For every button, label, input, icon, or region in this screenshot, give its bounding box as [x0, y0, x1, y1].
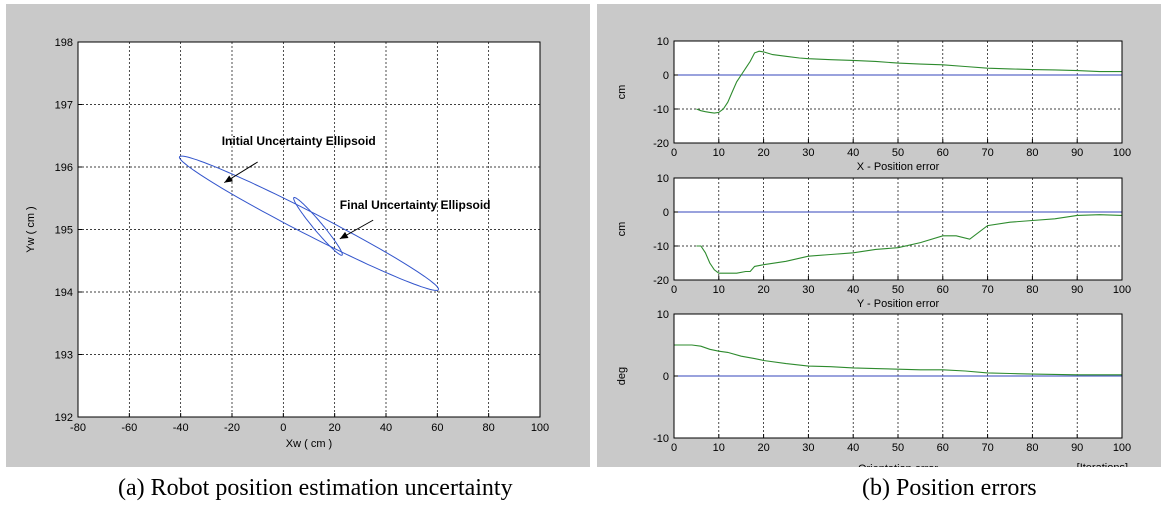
y-tick-label: -10	[653, 104, 669, 116]
x-tick-label: 70	[981, 284, 993, 296]
uncertainty-panel: -80 -60 -40 -20 0 20 40 60 80 100 192 193 194 195 196 1…	[6, 4, 590, 467]
y-tick-label: 192	[55, 412, 73, 424]
y-error-series-line	[696, 214, 1123, 274]
x-tick-label: 30	[802, 442, 814, 454]
y-error-chart: 0 10 20 30 40 50 60 70 80 90 100 -20 -10 0 10 Y - Posit…	[616, 173, 1131, 310]
y-tick-label: 193	[55, 350, 73, 362]
y-tick-label: 0	[663, 207, 669, 219]
x-tick-label: 30	[802, 284, 814, 296]
x-tick-label: 60	[431, 422, 443, 434]
initial-uncertainty-ellipse	[178, 155, 440, 291]
x-tick-label: 10	[713, 442, 725, 454]
y-axis-label: Yw ( cm )	[25, 206, 37, 252]
y-tick-label: -20	[653, 138, 669, 150]
x-error-chart: 0 10 20 30 40 50 60 70 80 90 100 -20 -10 0 10 X - Posit…	[616, 36, 1131, 173]
x-tick-label: 20	[757, 442, 769, 454]
x-axis-label: X - Position error	[857, 161, 940, 173]
x-tick-label: 90	[1071, 147, 1083, 159]
y-tick-label: 0	[663, 371, 669, 383]
x-tick-label: 60	[937, 442, 949, 454]
y-tick-label: 10	[657, 173, 669, 185]
x-tick-label: 60	[937, 284, 949, 296]
y-tick-label: -10	[653, 241, 669, 253]
uncertainty-chart: -80 -60 -40 -20 0 20 40 60 80 100 192 193 194 195 196 1…	[25, 37, 549, 450]
y-tick-label: 194	[55, 287, 73, 299]
x-tick-label: 90	[1071, 284, 1083, 296]
annotation-label: Final Uncertainty Ellipsoid	[340, 198, 491, 212]
x-tick-label: 100	[1113, 147, 1131, 159]
x-tick-label: 0	[280, 422, 286, 434]
plot-area	[674, 41, 1122, 143]
x-tick-label: 50	[892, 284, 904, 296]
x-tick-label: 80	[1026, 284, 1038, 296]
uncertainty-chart: -80 -60 -40 -20 0 20 40 60 80 100 192 193 194 195 196 1…	[25, 37, 549, 450]
x-error-series-line	[696, 50, 1122, 114]
x-tick-label: -20	[224, 422, 240, 434]
x-tick-label: 40	[847, 442, 859, 454]
x-tick-label: 0	[671, 284, 677, 296]
x-tick-label: 50	[892, 147, 904, 159]
x-tick-label: 100	[531, 422, 549, 434]
x-tick-label: 0	[671, 147, 677, 159]
x-tick-label: 40	[380, 422, 392, 434]
x-tick-label: 70	[981, 147, 993, 159]
y-axis-label: cm	[616, 222, 628, 237]
x-tick-label: 20	[329, 422, 341, 434]
x-tick-label: 20	[757, 147, 769, 159]
x-tick-label: 80	[1026, 147, 1038, 159]
x-tick-label: 10	[713, 284, 725, 296]
y-tick-label: 10	[657, 309, 669, 321]
annotation-arrowhead	[339, 231, 349, 239]
iterations-note: [Iterations]	[1077, 462, 1128, 467]
x-tick-label: 40	[847, 284, 859, 296]
x-tick-label: 100	[1113, 442, 1131, 454]
annotation-arrowhead	[224, 175, 233, 183]
x-axis-label: Y - Position error	[857, 298, 940, 310]
x-tick-label: 40	[847, 147, 859, 159]
y-tick-label: 197	[55, 100, 73, 112]
x-tick-label: 0	[671, 442, 677, 454]
annotation-label: Initial Uncertainty Ellipsoid	[222, 134, 376, 148]
x-tick-label: 50	[892, 442, 904, 454]
plot-area	[674, 178, 1122, 280]
orientation-error-series-line	[674, 344, 1122, 376]
x-tick-label: 80	[1026, 442, 1038, 454]
position-errors-panel: 0 10 20 30 40 50 60 70 80 90 100 -20 -10 0 10 X - Posit…	[597, 4, 1161, 475]
y-axis-label: deg	[616, 367, 628, 385]
x-tick-label: 100	[1113, 284, 1131, 296]
x-tick-label: 80	[483, 422, 495, 434]
x-axis-label: Orientation error	[858, 463, 938, 467]
x-tick-label: 90	[1071, 442, 1083, 454]
caption-position-errors: (b) Position errors	[862, 475, 1037, 501]
x-axis-label: Xw ( cm )	[286, 438, 332, 450]
x-tick-label: -80	[70, 422, 86, 434]
x-tick-label: -60	[121, 422, 137, 434]
y-tick-label: 196	[55, 162, 73, 174]
x-tick-label: 10	[713, 147, 725, 159]
x-tick-label: 30	[802, 147, 814, 159]
y-tick-label: -10	[653, 433, 669, 445]
orientation-error-chart: 0102030405060708090100-10010Orientation …	[616, 309, 1131, 475]
x-tick-label: 20	[757, 284, 769, 296]
y-tick-label: 10	[657, 36, 669, 48]
caption-uncertainty: (a) Robot position estimation uncertaint…	[118, 475, 513, 501]
x-tick-label: 70	[981, 442, 993, 454]
y-tick-label: 195	[55, 225, 73, 237]
x-tick-label: -40	[173, 422, 189, 434]
y-tick-label: 198	[55, 37, 73, 49]
final-uncertainty-ellipse	[293, 197, 343, 256]
y-axis-label: cm	[616, 85, 628, 100]
y-tick-label: 0	[663, 70, 669, 82]
y-tick-label: -20	[653, 275, 669, 287]
x-tick-label: 60	[937, 147, 949, 159]
